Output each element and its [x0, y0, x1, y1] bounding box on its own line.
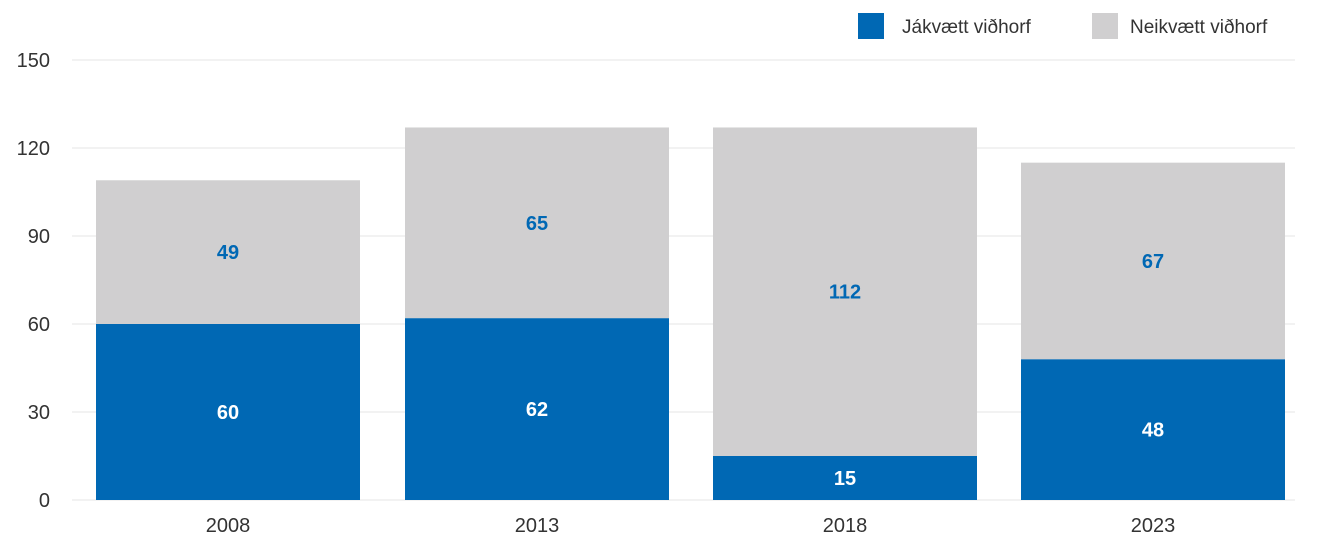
data-labels: 60 49 62 65 15 112 48 67 — [217, 213, 1164, 490]
data-label-2013-series-2: 65 — [526, 213, 548, 235]
bar-2023-series-1 — [1021, 359, 1285, 500]
legend: Jákvætt viðhorf Neikvætt viðhorf — [858, 13, 1268, 39]
legend-label-2: Neikvætt viðhorf — [1130, 17, 1268, 38]
data-label-2023-series-2: 67 — [1142, 251, 1164, 273]
data-label-2023-series-1: 48 — [1142, 420, 1164, 442]
y-axis-ticks: 0 30 60 90 120 150 — [17, 50, 50, 512]
data-label-2018-series-2: 112 — [829, 282, 861, 304]
bar-2018-series-2 — [713, 127, 977, 456]
x-tick-label-2018: 2018 — [823, 515, 868, 537]
x-axis-ticks: 2008 2013 2018 2023 — [206, 515, 1176, 537]
bar-2023-series-2 — [1021, 162, 1285, 360]
y-tick-label-90: 90 — [28, 226, 50, 248]
bar-2008-series-1 — [96, 324, 360, 500]
x-tick-label-2023: 2023 — [1131, 515, 1176, 537]
data-label-2013-series-1: 62 — [526, 399, 548, 421]
legend-label-1: Jákvætt viðhorf — [902, 17, 1032, 38]
data-label-2008-series-1: 60 — [217, 402, 239, 424]
y-tick-label-150: 150 — [17, 50, 50, 72]
bar-2013-series-2 — [405, 127, 669, 319]
x-tick-label-2008: 2008 — [206, 515, 251, 537]
bar-2008-series-2 — [96, 180, 360, 324]
legend-swatch-2 — [1092, 13, 1118, 39]
data-label-2018-series-1: 15 — [834, 468, 856, 490]
y-tick-label-0: 0 — [39, 490, 50, 512]
legend-swatch-1 — [858, 13, 884, 39]
y-tick-label-120: 120 — [17, 138, 50, 160]
bars — [96, 127, 1285, 500]
data-label-2008-series-2: 49 — [217, 242, 239, 264]
x-tick-label-2013: 2013 — [515, 515, 560, 537]
y-tick-label-60: 60 — [28, 314, 50, 336]
y-tick-label-30: 30 — [28, 402, 50, 424]
bar-2018-series-1 — [713, 456, 977, 500]
bar-2013-series-1 — [405, 318, 669, 500]
